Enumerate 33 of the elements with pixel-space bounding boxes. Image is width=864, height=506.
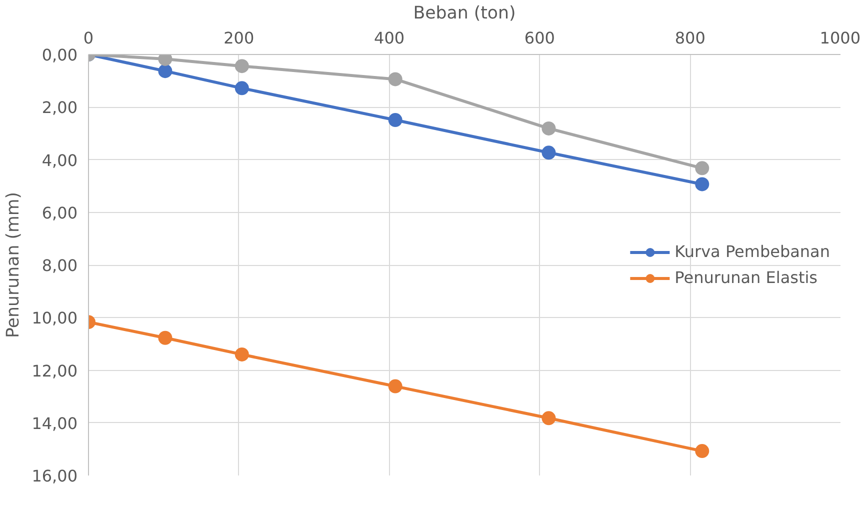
legend-label: Penurunan Elastis bbox=[674, 268, 818, 287]
y-axis-title: Penurunan (mm) bbox=[4, 192, 24, 338]
point bbox=[542, 121, 556, 136]
point bbox=[542, 411, 556, 426]
point bbox=[158, 64, 172, 78]
point bbox=[234, 59, 249, 74]
y-tick-label: 12,00 bbox=[32, 361, 78, 380]
y-tick-label: 0,00 bbox=[42, 46, 78, 64]
point bbox=[695, 444, 710, 458]
point bbox=[542, 146, 556, 160]
x-axis-title: Beban (ton) bbox=[413, 4, 516, 24]
point bbox=[695, 161, 710, 176]
y-tick-label: 16,00 bbox=[32, 466, 78, 486]
y-tick-label: 6,00 bbox=[42, 203, 78, 222]
point bbox=[234, 81, 249, 96]
point bbox=[388, 113, 402, 128]
y-tick-label: 8,00 bbox=[42, 256, 78, 275]
y-tick-label: 10,00 bbox=[32, 308, 78, 328]
point bbox=[388, 379, 402, 394]
y-tick-label: 14,00 bbox=[32, 414, 78, 433]
point bbox=[234, 347, 249, 362]
x-tick-label: 800 bbox=[674, 28, 706, 48]
legend-label: Kurva Pembebanan bbox=[674, 242, 830, 261]
x-tick-label: 0 bbox=[83, 28, 94, 48]
x-tick-label: 400 bbox=[374, 28, 405, 48]
point bbox=[158, 330, 172, 345]
x-tick-label: 600 bbox=[524, 28, 555, 48]
y-tick-label: 2,00 bbox=[42, 98, 78, 118]
y-tick-label: 4,00 bbox=[42, 150, 78, 170]
x-tick-label: 1000 bbox=[820, 28, 860, 48]
x-tick-label: 200 bbox=[224, 28, 254, 48]
point bbox=[695, 177, 710, 192]
point bbox=[388, 72, 402, 86]
